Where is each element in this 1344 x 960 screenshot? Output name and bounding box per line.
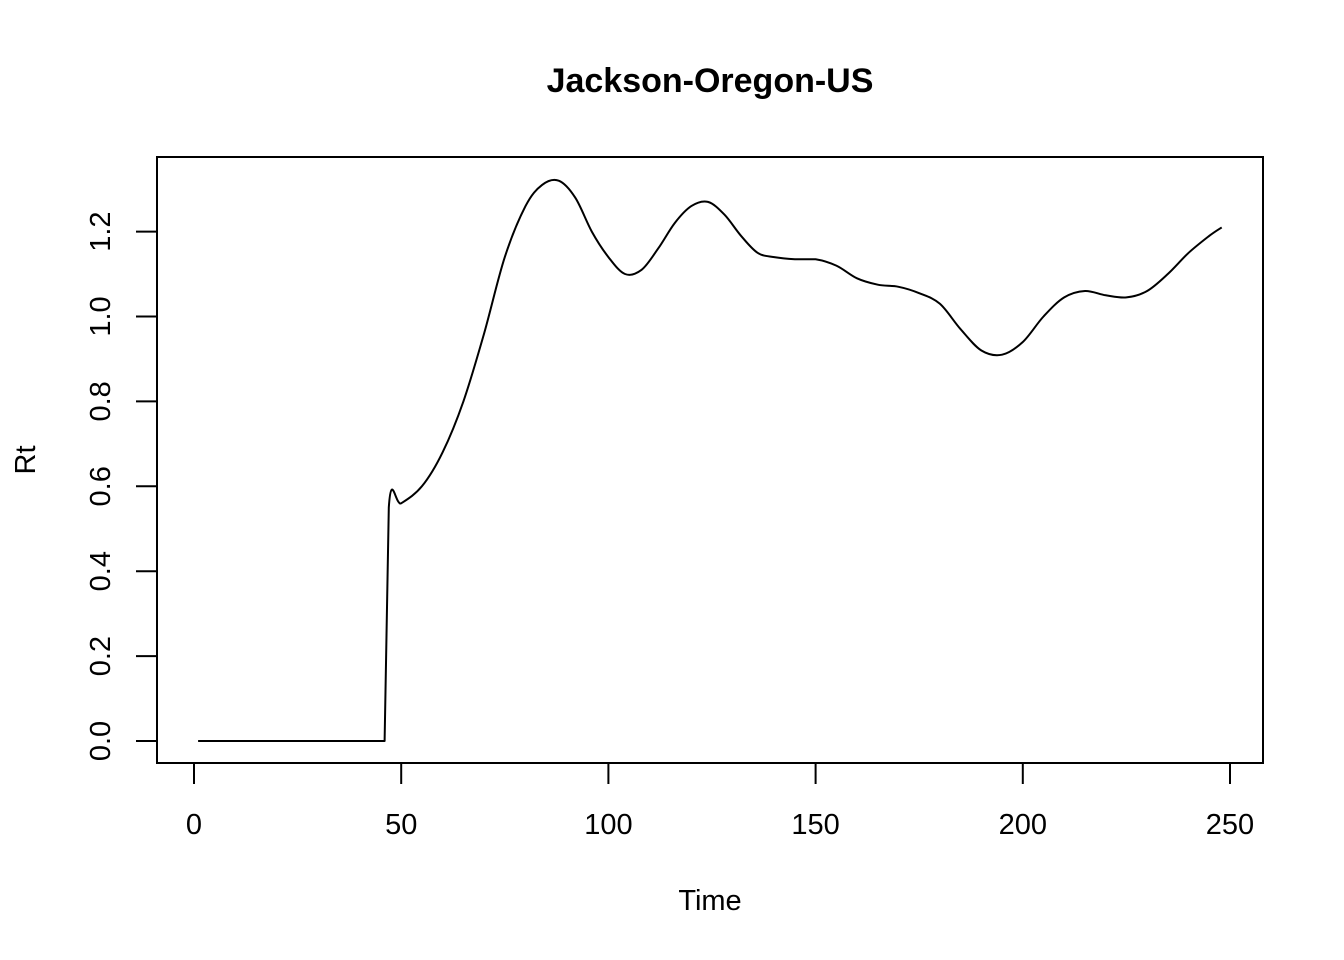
y-axis-label: Rt xyxy=(10,446,42,475)
y-tick-label: 0.6 xyxy=(85,466,117,506)
x-tick-label: 150 xyxy=(791,809,839,841)
series-group xyxy=(198,178,1223,742)
rt-series-line xyxy=(198,178,1223,742)
y-tick-label: 0.8 xyxy=(85,381,117,421)
x-axis-label: Time xyxy=(678,885,741,917)
plot-frame xyxy=(156,156,1264,764)
y-axis: 0.0 0.2 0.4 0.6 0.8 1.0 1.2 xyxy=(85,211,158,761)
x-tick-label: 200 xyxy=(999,809,1047,841)
x-tick-label: 100 xyxy=(584,809,632,841)
x-axis: 0 50 100 150 200 250 xyxy=(186,762,1254,841)
y-tick-label: 1.2 xyxy=(85,211,117,251)
y-tick-label: 0.4 xyxy=(85,551,117,591)
y-tick-label: 0.2 xyxy=(85,636,117,676)
x-tick-label: 0 xyxy=(186,809,202,841)
x-tick-label: 50 xyxy=(385,809,417,841)
y-tick-label: 0.0 xyxy=(85,721,117,761)
x-tick-label: 250 xyxy=(1206,809,1254,841)
y-tick-label: 1.0 xyxy=(85,296,117,336)
chart-title: Jackson-Oregon-US xyxy=(547,62,874,100)
